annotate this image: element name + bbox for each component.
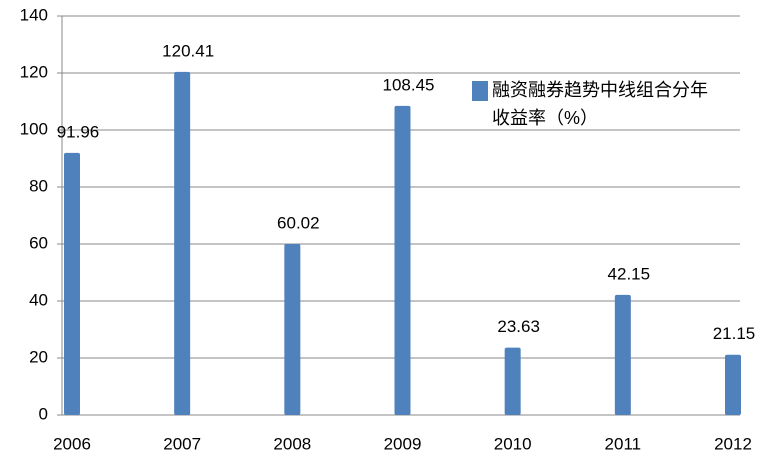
x-tick-label: 2011 [605,434,642,453]
x-tick-label: 2008 [273,434,311,453]
bar [725,354,741,415]
bar [394,105,411,415]
y-tick-label: 20 [29,347,48,366]
y-tick-label: 120 [20,62,48,81]
x-tick-label: 2009 [384,434,422,453]
y-tick-label: 60 [29,233,48,252]
value-label: 91.96 [57,122,100,141]
value-label: 42.15 [608,264,651,283]
legend-key [472,81,488,101]
x-tick-label: 2007 [163,434,201,453]
x-tick-label: 2010 [494,434,532,453]
bar [614,294,631,415]
value-label: 120.41 [162,41,214,60]
x-tick-label: 2006 [53,434,91,453]
y-tick-label: 140 [20,5,48,24]
legend: 融资融券趋势中线组合分年收益率（%） [472,76,722,132]
value-label: 21.15 [713,324,756,343]
x-tick-label: 2012 [714,434,752,453]
y-tick-label: 100 [20,119,48,138]
y-tick-label: 0 [39,404,48,423]
value-label: 60.02 [277,213,320,232]
bar [504,347,521,415]
bar [64,152,80,415]
legend-label: 融资融券趋势中线组合分年收益率（%） [492,80,708,128]
bar [284,243,301,415]
y-tick-label: 80 [29,176,48,195]
y-tick-label: 40 [29,290,48,309]
value-label: 23.63 [497,317,540,336]
bar [174,71,191,416]
value-label: 108.45 [383,75,435,94]
